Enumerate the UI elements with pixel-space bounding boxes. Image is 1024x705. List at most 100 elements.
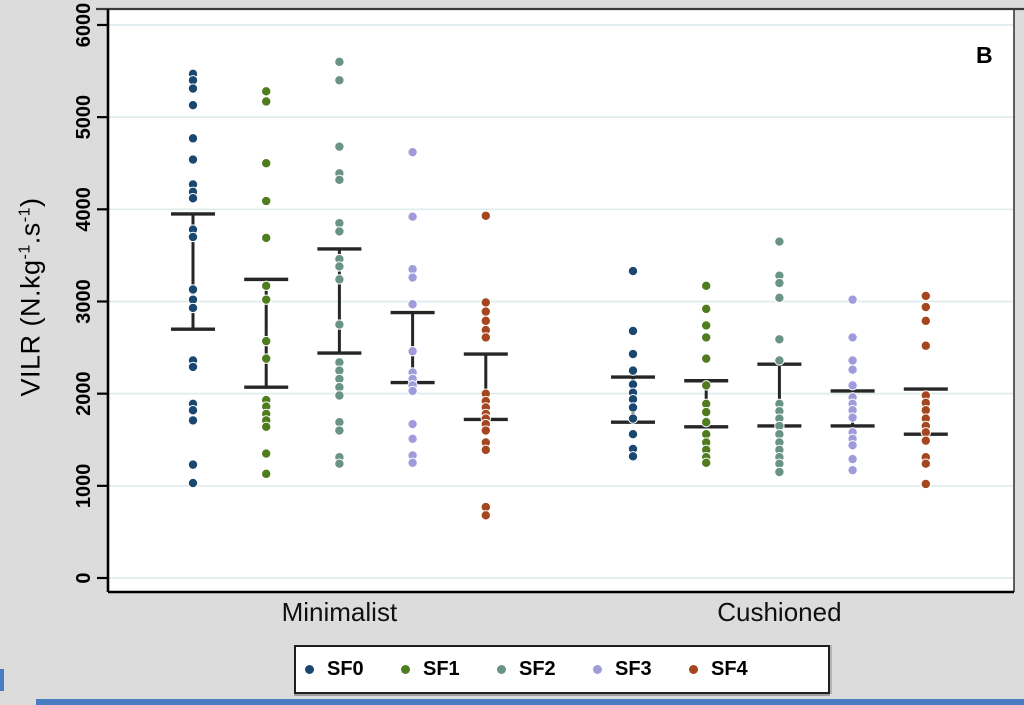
data-point-sf4	[480, 425, 491, 436]
y-tick-label: 3000	[73, 279, 95, 324]
data-point-sf0	[187, 231, 199, 243]
data-point-sf3	[847, 294, 858, 305]
data-point-sf4	[920, 290, 931, 302]
data-point-sf1	[261, 232, 272, 244]
data-point-sf0	[187, 133, 199, 144]
data-point-sf3	[847, 412, 858, 423]
data-point-sf2	[774, 466, 785, 478]
data-point-sf2	[774, 292, 785, 304]
data-point-sf4	[480, 510, 491, 521]
y-tick-label: 6000	[73, 3, 95, 48]
data-point-sf0	[627, 413, 639, 424]
data-point-sf1	[261, 86, 272, 97]
plot-area	[108, 9, 1014, 592]
data-point-sf0	[187, 361, 199, 373]
data-point-sf0	[187, 193, 199, 204]
data-point-sf2	[334, 75, 345, 86]
data-point-sf0	[627, 402, 639, 413]
y-axis-title-suffix: )	[15, 197, 46, 207]
y-axis-title-text: VILR (N.kg	[15, 259, 46, 397]
data-point-sf1	[261, 158, 272, 169]
data-point-sf1	[261, 294, 272, 305]
data-point-sf3	[407, 211, 418, 222]
data-point-sf3	[847, 355, 858, 366]
data-point-sf2	[334, 274, 345, 285]
legend-item-sf4: SF4	[689, 658, 785, 681]
data-point-sf4	[920, 340, 931, 351]
data-point-sf0	[187, 477, 199, 489]
data-point-sf0	[627, 348, 639, 360]
data-point-sf1	[701, 417, 712, 428]
data-point-sf3	[847, 332, 858, 343]
data-point-sf0	[187, 83, 199, 94]
legend-marker-icon	[593, 665, 602, 674]
data-point-sf2	[334, 226, 345, 237]
x-group-label-minimalist: Minimalist	[281, 597, 398, 627]
legend-marker-icon	[689, 665, 698, 674]
data-point-sf0	[187, 405, 199, 416]
data-point-sf3	[407, 457, 418, 468]
data-point-sf1	[701, 303, 712, 315]
data-point-sf0	[627, 451, 639, 462]
data-point-sf3	[847, 364, 858, 375]
data-point-sf4	[480, 210, 491, 221]
data-point-sf4	[920, 301, 931, 313]
data-point-sf1	[701, 457, 712, 468]
data-point-sf2	[334, 141, 345, 152]
data-point-sf4	[480, 444, 491, 456]
data-point-sf1	[261, 448, 272, 459]
y-axis-title-sup2: -1	[16, 206, 34, 223]
legend-item-sf3: SF3	[593, 658, 689, 681]
data-point-sf0	[187, 415, 199, 426]
legend-marker-icon	[497, 665, 506, 674]
legend-item-sf0: SF0	[305, 658, 401, 681]
data-point-sf0	[627, 265, 639, 277]
data-point-sf2	[334, 174, 345, 186]
data-point-sf0	[187, 459, 199, 470]
data-point-sf1	[261, 96, 272, 107]
data-point-sf1	[261, 421, 272, 433]
data-point-sf1	[701, 280, 712, 292]
data-point-sf0	[187, 99, 199, 111]
bottom-blue-strip	[36, 699, 1024, 705]
data-point-sf2	[334, 261, 345, 272]
data-point-sf2	[334, 458, 345, 469]
data-point-sf0	[627, 429, 639, 440]
y-tick-label: 0	[73, 572, 95, 583]
legend-item-sf2: SF2	[497, 658, 593, 681]
data-point-sf0	[627, 325, 639, 337]
legend-marker-icon	[305, 665, 314, 674]
data-point-sf3	[407, 433, 418, 445]
data-point-sf3	[847, 440, 858, 451]
data-point-sf1	[701, 380, 712, 391]
data-point-sf1	[261, 335, 272, 347]
data-point-sf1	[701, 320, 712, 331]
data-point-sf1	[701, 332, 712, 343]
data-point-sf1	[261, 353, 272, 364]
data-point-sf3	[847, 464, 858, 476]
data-point-sf3	[407, 146, 418, 158]
data-point-sf4	[480, 297, 491, 308]
data-point-sf2	[334, 425, 345, 436]
left-blue-mark	[0, 669, 4, 691]
data-point-sf3	[407, 299, 418, 310]
y-axis-title-mid: .s	[15, 222, 46, 245]
data-point-sf0	[627, 365, 639, 376]
data-point-sf2	[774, 277, 785, 289]
data-point-sf3	[407, 272, 418, 283]
legend-item-sf1: SF1	[401, 658, 497, 681]
legend-label: SF2	[519, 658, 556, 680]
data-point-sf3	[407, 418, 418, 430]
data-point-sf1	[701, 353, 712, 364]
data-point-sf0	[187, 154, 199, 165]
data-point-sf4	[920, 458, 931, 469]
legend-label: SF0	[327, 658, 364, 680]
data-point-sf1	[261, 280, 272, 292]
data-point-sf3	[847, 380, 858, 391]
data-point-sf3	[847, 453, 858, 465]
legend-label: SF3	[615, 658, 652, 680]
data-point-sf4	[480, 306, 491, 317]
data-point-sf4	[920, 435, 931, 446]
data-point-sf2	[334, 319, 345, 330]
